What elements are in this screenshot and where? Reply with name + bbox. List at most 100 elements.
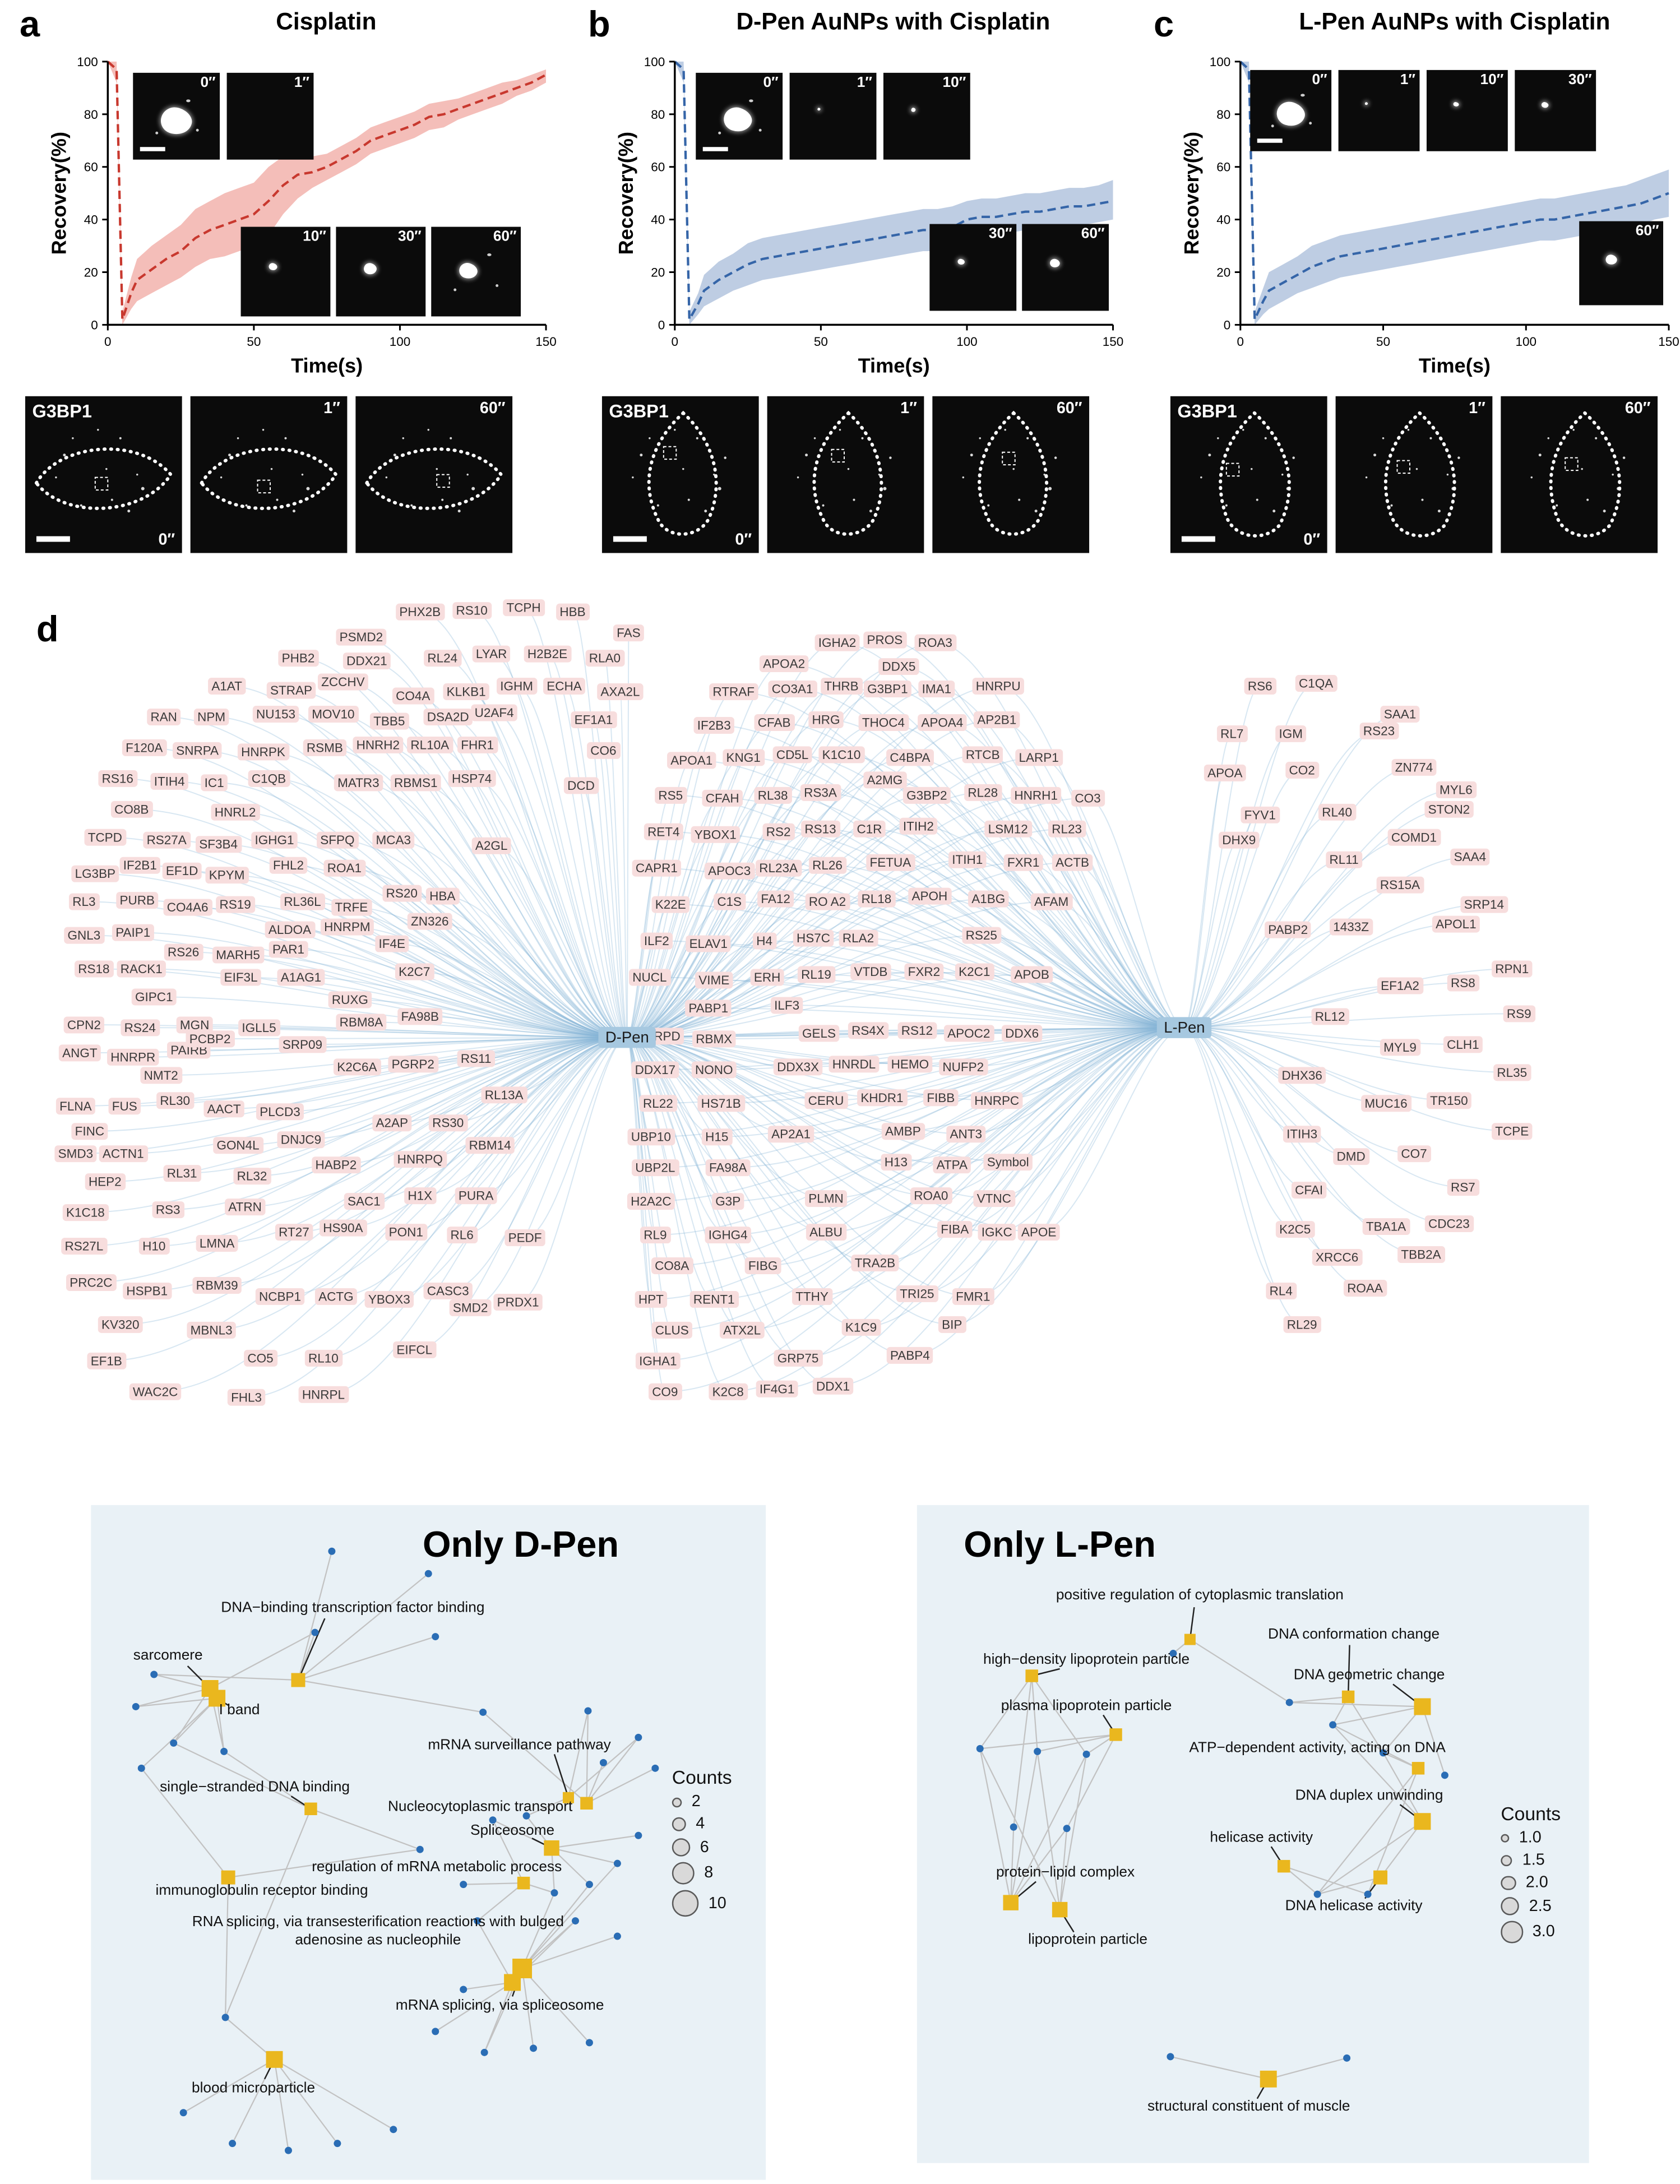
protein-node: PROS: [863, 631, 906, 649]
protein-node: FA98B: [397, 1008, 443, 1025]
protein-node: HS90A: [320, 1219, 367, 1237]
protein-node: RL4: [1266, 1282, 1297, 1299]
protein-node: APOA1: [667, 752, 716, 769]
protein-node: CO4A6: [163, 899, 212, 916]
protein-node: VTNC: [973, 1190, 1015, 1207]
protein-node: EIFCL: [393, 1341, 436, 1358]
frap-inset-image: 10″: [883, 72, 970, 160]
network-edge: [833, 1027, 1184, 1387]
gene-node: [480, 2048, 488, 2056]
go-edge: [1010, 1828, 1067, 1903]
granule-speck: [632, 476, 634, 479]
go-panel-title: Only L-Pen: [964, 1523, 1156, 1566]
protein-node: RL28: [964, 784, 1002, 801]
gene-node: [424, 1570, 432, 1577]
y-tick-label: 80: [1216, 108, 1230, 122]
protein-node: PABP2: [1265, 921, 1312, 938]
gene-node: [1343, 2054, 1351, 2062]
go-term-node: [266, 2051, 283, 2068]
protein-node: IGHA1: [635, 1352, 681, 1369]
network-edge: [1184, 1027, 1400, 1048]
protein-node: DHX36: [1278, 1067, 1326, 1084]
go-edge: [136, 1697, 217, 1708]
scale-bar: [1257, 138, 1283, 143]
network-edge: [448, 716, 627, 1038]
fluorescence-blob: [157, 103, 195, 138]
g3bp1-image: 60″: [1501, 396, 1658, 553]
hub-node-l-pen: L-Pen: [1156, 1017, 1212, 1038]
go-term-node: [209, 1690, 226, 1707]
protein-node: KNG1: [723, 749, 765, 766]
granule-speck: [1603, 510, 1606, 513]
network-edge: [858, 937, 1184, 1029]
protein-node: IGLL5: [238, 1019, 280, 1036]
network-edge: [1184, 1027, 1281, 1292]
protein-node: ZCCHV: [317, 673, 368, 691]
go-edge: [225, 1808, 312, 2018]
granule-speck: [127, 510, 131, 513]
network-edge: [211, 716, 627, 1038]
network-edge: [942, 721, 1184, 1029]
protein-node: ITIH2: [899, 817, 938, 835]
protein-node: IGHM: [496, 678, 537, 695]
granule-speck: [797, 476, 799, 479]
protein-node: RENT1: [689, 1290, 738, 1308]
x-tick-label: 100: [1516, 335, 1537, 349]
go-term-label: plasma lipoprotein particle: [1001, 1697, 1172, 1715]
protein-node: CO6: [587, 742, 620, 759]
g3bp1-image: 60″: [932, 396, 1090, 553]
granule-speck: [385, 476, 388, 479]
protein-node: RUXG: [328, 991, 372, 1008]
protein-node: G3BP2: [903, 786, 951, 804]
network-edge: [663, 831, 1184, 1029]
protein-node: FA98A: [705, 1159, 751, 1176]
go-edge: [1031, 1675, 1087, 1755]
frap-inset-image: 10″: [1426, 70, 1508, 151]
protein-node: HNRPU: [972, 678, 1024, 695]
protein-node: PRC2C: [66, 1274, 116, 1291]
gene-node: [1082, 1750, 1090, 1758]
protein-node: LG3BP: [71, 865, 119, 882]
go-edge: [298, 1573, 429, 1681]
x-tick-label: 50: [247, 335, 261, 349]
granule-speck: [674, 428, 676, 431]
protein-node: CO2: [1285, 761, 1319, 779]
go-edge: [1037, 1734, 1116, 1752]
counts-legend-title: Counts: [1501, 1803, 1561, 1825]
fluorescence-blob: [457, 260, 480, 281]
protein-node: ACTG: [314, 1288, 357, 1305]
counts-circle: [1501, 1875, 1516, 1891]
go-edge: [586, 1767, 656, 1804]
protein-node: APOB: [1011, 966, 1053, 983]
protein-node: RS26: [164, 943, 203, 961]
speck: [1301, 94, 1305, 98]
granule-speck: [1429, 437, 1432, 439]
go-edge: [476, 1921, 513, 1983]
chart-title-b: D-Pen AuNPs with Cisplatin: [736, 8, 1050, 35]
go-edge: [274, 2058, 394, 2130]
protein-node: BIP: [938, 1316, 966, 1333]
y-tick-label: 60: [84, 160, 98, 174]
protein-node: FHL2: [269, 857, 308, 874]
protein-node: APOA2: [759, 655, 809, 672]
fluorescence-blob: [1048, 257, 1061, 269]
protein-node: IGHG4: [705, 1227, 751, 1243]
channel-label: G3BP1: [32, 400, 92, 422]
protein-node: PSMD2: [336, 628, 387, 646]
granule-speck: [410, 504, 413, 507]
label-leader-line: [1347, 1645, 1350, 1697]
fluorescence-blob: [363, 261, 379, 275]
time-label: 0″: [735, 532, 752, 549]
counts-value: 8: [704, 1864, 714, 1882]
protein-node: RS8: [1447, 974, 1479, 991]
granule-speck: [1012, 468, 1015, 470]
network-edge: [813, 937, 1184, 1029]
x-axis-label-c: Time(s): [1418, 355, 1491, 378]
gene-node: [284, 2146, 292, 2154]
granule-speck: [292, 510, 295, 513]
protein-node: RS5: [655, 786, 687, 804]
frap-chart-c: 0 20 40 60 80 100 0 50 100 150: [1210, 55, 1679, 349]
go-term-label: helicase activity: [1210, 1829, 1313, 1846]
go-edge: [210, 1632, 316, 1689]
protein-node: RS12: [897, 1022, 937, 1039]
